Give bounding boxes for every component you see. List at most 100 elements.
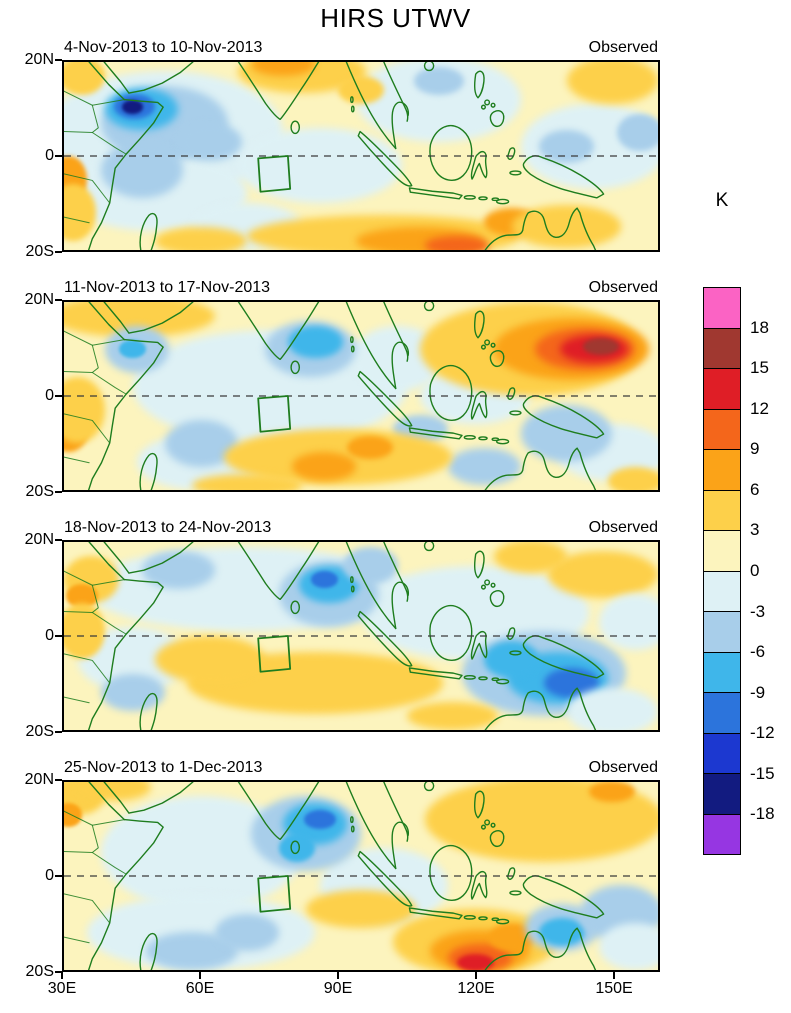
anomaly-region-gold <box>566 62 658 105</box>
colorbar-cell-lightblue <box>704 612 740 653</box>
anomaly-region-gold <box>607 466 658 490</box>
anomaly-region-gold <box>155 636 266 683</box>
y-tick-label: 20S <box>25 963 54 980</box>
x-tick-label: 90E <box>323 980 353 997</box>
anomaly-region-navy <box>121 99 144 114</box>
y-tick-label: 0 <box>45 867 54 884</box>
x-tick-label: 150E <box>595 980 633 997</box>
y-tick-label: 20N <box>24 531 54 548</box>
map-panel-2 <box>62 300 660 492</box>
coastline-overlay <box>64 542 658 730</box>
axis-tick <box>55 635 62 637</box>
colorbar-tick-label: 0 <box>750 561 760 580</box>
axis-tick <box>61 972 63 979</box>
anomaly-region-gold <box>338 76 384 105</box>
anomaly-layer <box>64 302 658 490</box>
colorbar-cell-palecyan <box>704 571 740 612</box>
anomaly-region-palecyan <box>598 923 658 970</box>
anomaly-layer <box>64 62 658 250</box>
panel-1-header: 4-Nov-2013 to 10-Nov-2013 Observed <box>62 36 660 58</box>
anomaly-layer <box>64 782 658 970</box>
axis-tick <box>55 491 62 493</box>
colorbar-tick-label: -9 <box>750 682 766 702</box>
y-tick-label: 20N <box>24 291 54 308</box>
colorbar-cell-brick <box>704 328 740 369</box>
axis-tick <box>55 251 62 253</box>
panel-period-label: 11-Nov-2013 to 17-Nov-2013 <box>64 279 271 296</box>
colorbar-cell-paleyellow <box>704 531 740 572</box>
anomaly-region-gold <box>306 890 416 928</box>
anomaly-region-gold <box>155 226 247 250</box>
anomaly-region-brick <box>582 338 620 356</box>
anomaly-region-lightblue <box>413 66 464 95</box>
colorbar-tick-label: -12 <box>750 723 775 743</box>
colorbar <box>703 287 741 855</box>
y-tick-label: 0 <box>45 147 54 164</box>
panel-source-label: Observed <box>588 759 658 776</box>
x-tick-label: 120E <box>457 980 495 997</box>
anomaly-region-orange <box>347 435 393 460</box>
anomaly-region-gold <box>77 782 151 801</box>
coastline-overlay <box>64 62 658 250</box>
colorbar-cell-cyan <box>704 652 740 693</box>
axis-tick <box>55 731 62 733</box>
axis-tick <box>337 972 339 979</box>
panel-source-label: Observed <box>588 279 658 296</box>
coastline-overlay <box>64 302 658 490</box>
colorbar-tick-label: 6 <box>750 479 760 499</box>
anomaly-region-lightblue <box>616 113 658 152</box>
anomaly-region-gold <box>64 62 106 95</box>
colorbar-cell-darkblue <box>704 733 740 774</box>
y-tick-label: 20S <box>25 723 54 740</box>
panel-period-label: 4-Nov-2013 to 10-Nov-2013 <box>64 39 263 56</box>
map-panel-1 <box>62 60 660 252</box>
coastline-overlay <box>64 782 658 970</box>
panel-3-header: 18-Nov-2013 to 24-Nov-2013 Observed <box>62 516 660 538</box>
anomaly-region-blue <box>303 810 336 829</box>
anomaly-region-blue <box>310 571 339 589</box>
colorbar-tick-label: -15 <box>750 763 775 783</box>
colorbar-tick-label: -18 <box>750 804 775 824</box>
y-tick-label: 20S <box>25 243 54 260</box>
panel-source-label: Observed <box>588 519 658 536</box>
y-tick-label: 20N <box>24 51 54 68</box>
anomaly-region-cyan <box>278 833 316 862</box>
x-tick-label: 30E <box>47 980 77 997</box>
panel-2-header: 11-Nov-2013 to 17-Nov-2013 Observed <box>62 276 660 298</box>
anomaly-region-orange <box>64 803 83 827</box>
colorbar-cell-red <box>704 369 740 410</box>
axis-tick <box>55 971 62 973</box>
y-tick-label: 0 <box>45 387 54 404</box>
colorbar-cell-blue <box>704 693 740 734</box>
axis-tick <box>55 779 62 781</box>
colorbar-cell-navy <box>704 774 740 815</box>
colorbar-tick-label: -3 <box>750 601 766 621</box>
map-panel-3 <box>62 540 660 732</box>
axis-tick <box>55 539 62 541</box>
anomaly-region-lightblue <box>539 130 595 164</box>
axis-tick <box>199 972 201 979</box>
colorbar-unit-label: K <box>715 190 729 211</box>
figure-title: HIRS UTWV <box>320 3 471 33</box>
anomaly-region-cyan <box>484 640 540 679</box>
axis-tick <box>475 972 477 979</box>
anomaly-region-orange <box>292 452 357 481</box>
panel-4-header: 25-Nov-2013 to 1-Dec-2013 Observed <box>62 756 660 778</box>
colorbar-tick-label: 3 <box>750 520 760 540</box>
anomaly-region-gold <box>548 551 658 599</box>
anomaly-region-orange <box>589 782 636 802</box>
anomaly-region-lightblue <box>178 123 243 161</box>
panel-source-label: Observed <box>588 39 658 56</box>
axis-tick <box>55 59 62 61</box>
anomaly-layer <box>64 542 658 730</box>
colorbar-tick-label: 18 <box>750 317 769 337</box>
colorbar-cell-orange <box>704 450 740 491</box>
anomaly-region-lightblue <box>100 673 165 712</box>
y-tick-label: 0 <box>45 627 54 644</box>
x-tick-label: 60E <box>185 980 215 997</box>
anomaly-region-gold <box>493 542 567 573</box>
axis-tick <box>55 395 62 397</box>
colorbar-tick-label: -6 <box>750 642 766 662</box>
anomaly-region-cyan <box>287 325 343 359</box>
